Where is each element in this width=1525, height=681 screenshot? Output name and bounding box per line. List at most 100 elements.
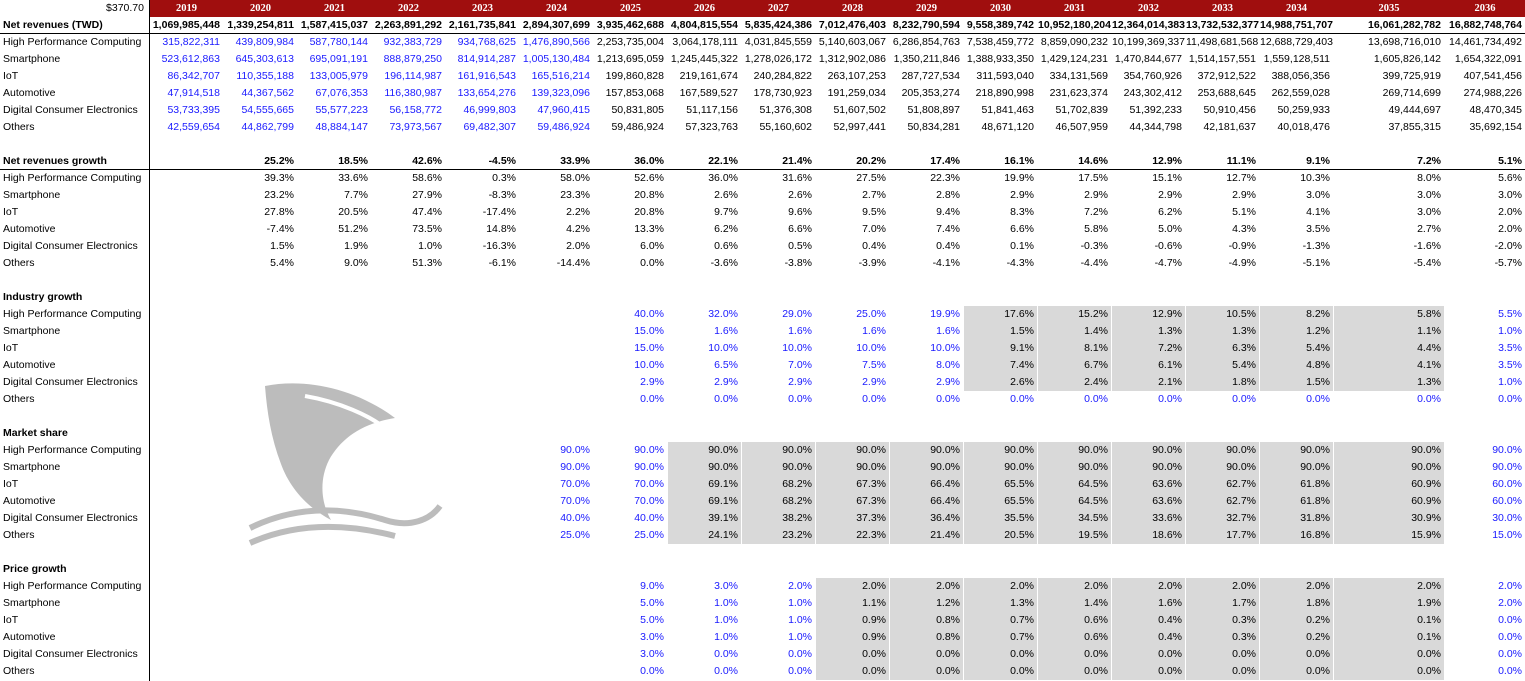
data-cell[interactable]: 22.1% (708, 155, 738, 167)
data-cell[interactable] (446, 391, 519, 408)
data-cell[interactable]: 33.9% (560, 155, 590, 167)
data-cell[interactable]: 90.0% (668, 442, 741, 459)
data-cell[interactable]: 16,882,748,764 (1449, 19, 1522, 31)
year-header[interactable]: 2034 (1286, 3, 1307, 14)
data-cell[interactable]: 51,117,156 (686, 104, 738, 116)
data-cell[interactable]: 9.6% (788, 206, 812, 218)
data-cell[interactable]: 38.2% (742, 510, 815, 527)
data-cell[interactable]: 64.5% (1038, 476, 1111, 493)
data-cell[interactable]: 0.6% (1038, 612, 1111, 629)
data-cell[interactable]: 888,879,250 (383, 53, 442, 65)
year-header[interactable]: 2025 (620, 3, 641, 14)
data-cell[interactable]: 37,855,315 (1388, 121, 1441, 133)
data-cell[interactable]: 0.2% (1260, 612, 1333, 629)
data-cell[interactable]: 0.0% (788, 648, 812, 660)
data-cell[interactable]: 9.1% (1306, 155, 1330, 167)
data-cell[interactable]: 50,831,805 (611, 104, 664, 116)
data-cell[interactable] (298, 357, 371, 374)
data-cell[interactable]: 4,031,845,559 (744, 36, 812, 48)
data-cell[interactable]: 23.3% (560, 189, 590, 201)
data-cell[interactable]: 3,064,178,111 (672, 36, 738, 48)
data-cell[interactable] (224, 646, 297, 663)
data-cell[interactable]: 167,589,527 (679, 87, 738, 99)
data-cell[interactable] (150, 510, 223, 527)
data-cell[interactable]: 30.0% (1492, 512, 1522, 524)
row-label[interactable]: High Performance Computing (3, 36, 142, 48)
data-cell[interactable] (298, 629, 371, 646)
data-cell[interactable]: 27.8% (264, 206, 294, 218)
data-cell[interactable]: 46,999,803 (463, 104, 516, 116)
data-cell[interactable]: 20.5% (338, 206, 368, 218)
data-cell[interactable]: 0.0% (1498, 631, 1522, 643)
data-cell[interactable]: 0.0% (1186, 663, 1259, 680)
data-cell[interactable]: 5.0% (640, 597, 664, 609)
data-cell[interactable] (372, 595, 445, 612)
data-cell[interactable]: 695,091,191 (309, 53, 368, 65)
data-cell[interactable]: 0.3% (1186, 629, 1259, 646)
data-cell[interactable]: 65.5% (964, 476, 1037, 493)
data-cell[interactable]: 42,559,654 (167, 121, 220, 133)
row-label[interactable]: IoT (3, 206, 19, 218)
row-label[interactable]: Automotive (3, 359, 56, 371)
data-cell[interactable]: 1.1% (816, 595, 889, 612)
data-cell[interactable] (446, 527, 519, 544)
data-cell[interactable]: 932,383,729 (383, 36, 442, 48)
data-cell[interactable]: 15.9% (1334, 527, 1444, 544)
data-cell[interactable]: 388,056,356 (1271, 70, 1330, 82)
data-cell[interactable]: 1.6% (714, 325, 738, 337)
data-cell[interactable]: 6.7% (1038, 357, 1111, 374)
data-cell[interactable]: 2.9% (862, 376, 886, 388)
data-cell[interactable]: 8.0% (1417, 172, 1441, 184)
data-cell[interactable]: 1,339,254,811 (227, 19, 294, 31)
row-label[interactable]: Digital Consumer Electronics (3, 648, 138, 660)
data-cell[interactable]: 2.9% (1010, 189, 1034, 201)
data-cell[interactable]: 0.6% (714, 240, 738, 252)
data-cell[interactable] (224, 357, 297, 374)
data-cell[interactable]: 55,577,223 (315, 104, 368, 116)
data-cell[interactable]: 2.0% (1260, 578, 1333, 595)
data-cell[interactable]: 44,367,562 (241, 87, 294, 99)
data-cell[interactable]: 16,061,282,782 (1368, 19, 1441, 31)
data-cell[interactable]: 2.0% (890, 578, 963, 595)
data-cell[interactable] (446, 646, 519, 663)
data-cell[interactable]: -0.6% (1154, 240, 1182, 252)
data-cell[interactable]: 52,997,441 (833, 121, 886, 133)
data-cell[interactable]: 40.0% (634, 308, 664, 320)
data-cell[interactable]: 90.0% (1492, 461, 1522, 473)
data-cell[interactable]: 69,482,307 (463, 121, 516, 133)
data-cell[interactable]: 231,623,374 (1049, 87, 1108, 99)
data-cell[interactable]: 0.6% (1038, 629, 1111, 646)
data-cell[interactable]: 5.1% (1498, 155, 1522, 167)
data-cell[interactable]: 7.4% (964, 357, 1037, 374)
data-cell[interactable]: -4.4% (1080, 257, 1108, 269)
data-cell[interactable]: 61.8% (1260, 476, 1333, 493)
data-cell[interactable]: 90.0% (1112, 442, 1185, 459)
share-price-cell[interactable]: $370.70 (106, 2, 144, 14)
data-cell[interactable]: 1.3% (1334, 374, 1444, 391)
data-cell[interactable] (446, 612, 519, 629)
data-cell[interactable] (150, 493, 223, 510)
data-cell[interactable]: 6.5% (714, 359, 738, 371)
data-cell[interactable] (150, 170, 223, 187)
data-cell[interactable]: 5,835,424,386 (744, 19, 812, 31)
data-cell[interactable]: 60.9% (1334, 476, 1444, 493)
data-cell[interactable]: 57,323,763 (685, 121, 738, 133)
data-cell[interactable]: 2.9% (714, 376, 738, 388)
data-cell[interactable]: 68.2% (742, 476, 815, 493)
data-cell[interactable]: 1,350,211,846 (893, 53, 960, 65)
data-cell[interactable]: 1.0% (1498, 325, 1522, 337)
data-cell[interactable] (520, 340, 593, 357)
data-cell[interactable]: 1,005,130,484 (522, 53, 590, 65)
data-cell[interactable]: -16.3% (482, 240, 516, 252)
data-cell[interactable]: 0.4% (862, 240, 886, 252)
data-cell[interactable]: 86,342,707 (167, 70, 220, 82)
data-cell[interactable]: 0.2% (1260, 629, 1333, 646)
data-cell[interactable]: 9.4% (936, 206, 960, 218)
data-cell[interactable]: 2.0% (1498, 206, 1522, 218)
data-cell[interactable]: 90.0% (742, 442, 815, 459)
row-label[interactable]: Others (3, 529, 35, 541)
data-cell[interactable]: 1,312,902,086 (818, 53, 886, 65)
data-cell[interactable]: 90.0% (1186, 459, 1259, 476)
data-cell[interactable]: -3.9% (858, 257, 886, 269)
data-cell[interactable]: 23.2% (742, 527, 815, 544)
